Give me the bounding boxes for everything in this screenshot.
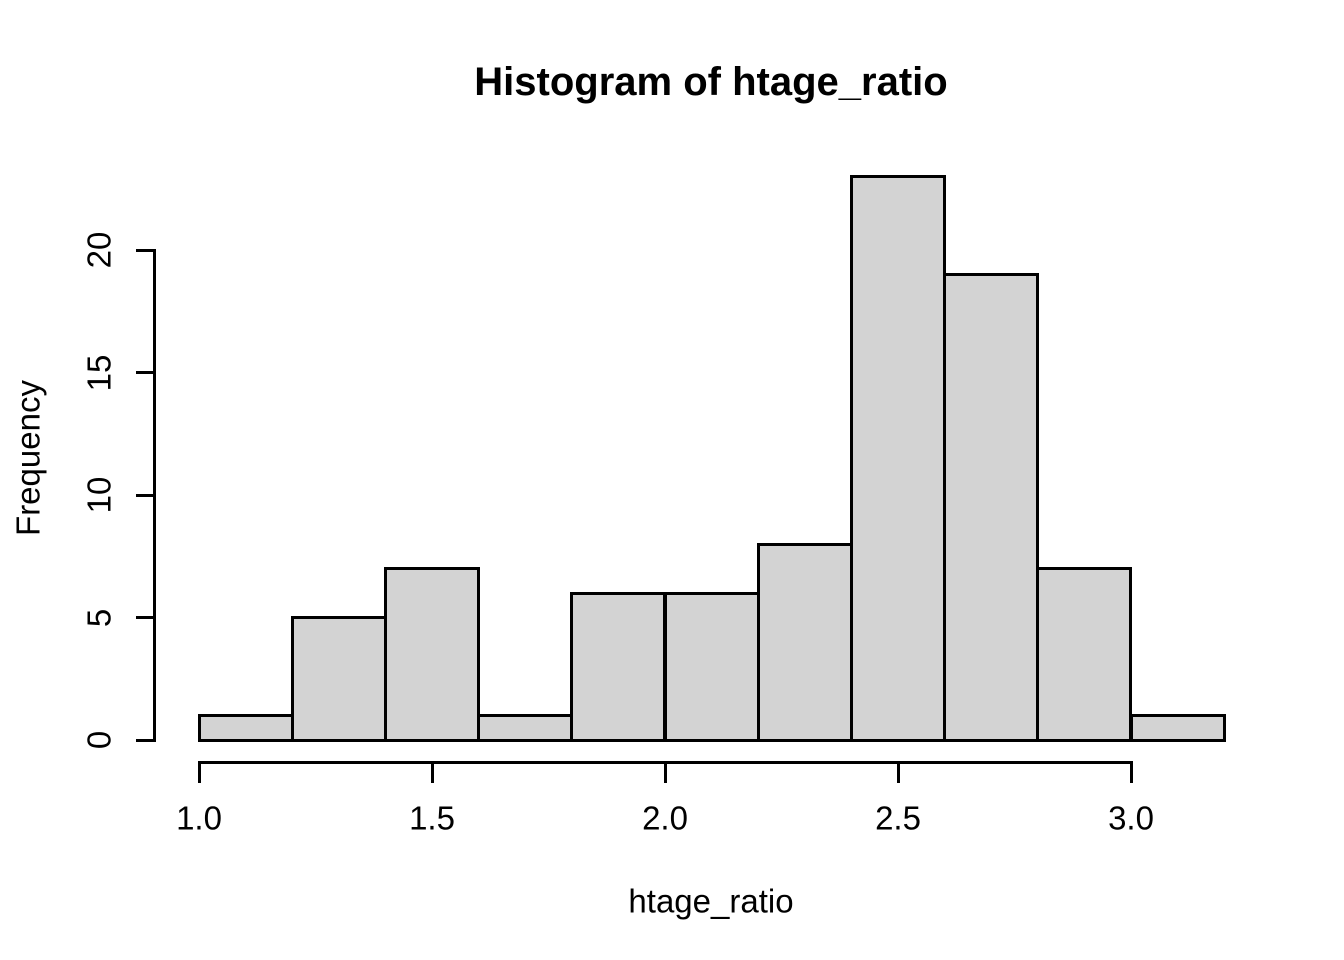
histogram-bar	[756, 542, 853, 742]
histogram-bar	[197, 714, 294, 742]
y-tick	[136, 248, 153, 252]
histogram-bar	[943, 273, 1040, 742]
histogram-bar	[477, 714, 574, 742]
x-tick	[1129, 764, 1133, 783]
chart-title: Histogram of htage_ratio	[474, 60, 948, 104]
y-tick-label: 20	[80, 231, 118, 269]
x-tick	[430, 764, 434, 783]
histogram-bar	[570, 591, 667, 742]
y-tick-label: 10	[80, 476, 118, 514]
histogram-bar	[1036, 567, 1133, 742]
x-tick	[197, 764, 201, 783]
y-tick	[136, 493, 153, 497]
x-tick-label: 1.0	[176, 799, 222, 837]
x-tick-label: 3.0	[1108, 799, 1154, 837]
x-axis-line	[197, 761, 1133, 764]
y-tick	[136, 371, 153, 374]
x-tick	[896, 764, 900, 783]
histogram-bar	[383, 567, 481, 742]
y-tick-label: 5	[80, 608, 118, 627]
y-tick-label: 0	[80, 730, 118, 750]
histogram-bar	[290, 616, 387, 742]
y-tick-label: 15	[80, 354, 118, 391]
x-tick	[663, 764, 667, 783]
x-tick-label: 2.0	[642, 799, 688, 837]
histogram-bar	[849, 175, 947, 742]
x-tick-label: 1.5	[409, 799, 455, 837]
y-tick	[136, 738, 153, 742]
y-axis-line	[153, 248, 156, 742]
x-axis-title: htage_ratio	[628, 882, 794, 920]
x-tick-label: 2.5	[875, 799, 921, 837]
histogram-bar	[1129, 714, 1226, 742]
y-tick	[136, 616, 153, 619]
histogram-bar	[663, 591, 760, 742]
